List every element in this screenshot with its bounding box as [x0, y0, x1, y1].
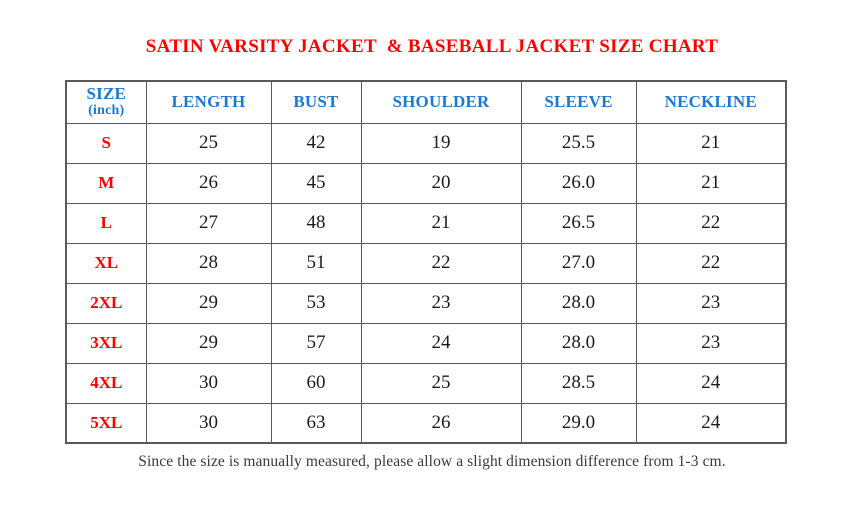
table-row: 5XL 30 63 26 29.0 24 [65, 402, 787, 444]
table-row: M 26 45 20 26.0 21 [65, 162, 787, 204]
measurement-cell: 23 [635, 282, 787, 324]
measurement-cell: 30 [145, 402, 272, 444]
measurement-cell: 63 [270, 402, 362, 444]
measurement-cell: 28.0 [520, 282, 637, 324]
col-header-size: SIZE (inch) [65, 80, 147, 124]
size-label: M [65, 162, 147, 204]
measurement-cell: 53 [270, 282, 362, 324]
size-label: 4XL [65, 362, 147, 404]
measurement-cell: 26.0 [520, 162, 637, 204]
table-row: L 27 48 21 26.5 22 [65, 202, 787, 244]
col-header-neckline: NECKLINE [635, 80, 787, 124]
measurement-cell: 30 [145, 362, 272, 404]
measurement-cell: 48 [270, 202, 362, 244]
measurement-cell: 26 [145, 162, 272, 204]
measurement-cell: 29.0 [520, 402, 637, 444]
table-row: 2XL 29 53 23 28.0 23 [65, 282, 787, 324]
size-label: 3XL [65, 322, 147, 364]
table-row: S 25 42 19 25.5 21 [65, 122, 787, 164]
measurement-cell: 29 [145, 282, 272, 324]
measurement-cell: 27 [145, 202, 272, 244]
measurement-cell: 21 [635, 122, 787, 164]
col-header-sleeve: SLEEVE [520, 80, 637, 124]
measurement-cell: 25 [360, 362, 522, 404]
size-label: S [65, 122, 147, 164]
size-chart-table: SIZE (inch) LENGTH BUST SHOULDER SLEEVE … [65, 80, 787, 444]
measurement-cell: 24 [635, 402, 787, 444]
header-row: SIZE (inch) LENGTH BUST SHOULDER SLEEVE … [65, 80, 787, 124]
measurement-cell: 23 [360, 282, 522, 324]
measurement-cell: 24 [360, 322, 522, 364]
measurement-cell: 57 [270, 322, 362, 364]
col-header-length: LENGTH [145, 80, 272, 124]
measurement-cell: 45 [270, 162, 362, 204]
size-label: XL [65, 242, 147, 284]
measurement-cell: 25.5 [520, 122, 637, 164]
measurement-cell: 22 [360, 242, 522, 284]
measurement-cell: 26.5 [520, 202, 637, 244]
measurement-cell: 19 [360, 122, 522, 164]
measurement-cell: 20 [360, 162, 522, 204]
col-header-shoulder: SHOULDER [360, 80, 522, 124]
measurement-cell: 42 [270, 122, 362, 164]
measurement-cell: 28 [145, 242, 272, 284]
measurement-cell: 28.0 [520, 322, 637, 364]
col-header-bust: BUST [270, 80, 362, 124]
measurement-cell: 51 [270, 242, 362, 284]
measurement-cell: 21 [360, 202, 522, 244]
measurement-cell: 27.0 [520, 242, 637, 284]
footer-note: Since the size is manually measured, ple… [138, 453, 726, 470]
measurement-cell: 29 [145, 322, 272, 364]
measurement-cell: 25 [145, 122, 272, 164]
measurement-cell: 21 [635, 162, 787, 204]
measurement-cell: 28.5 [520, 362, 637, 404]
size-header-label: SIZE [86, 84, 127, 104]
measurement-cell: 22 [635, 202, 787, 244]
table-row: 3XL 29 57 24 28.0 23 [65, 322, 787, 364]
measurement-cell: 24 [635, 362, 787, 404]
measurement-cell: 23 [635, 322, 787, 364]
size-header-unit: (inch) [88, 103, 125, 119]
measurement-cell: 22 [635, 242, 787, 284]
size-label: 2XL [65, 282, 147, 324]
page-title: SATIN VARSITY JACKET & BASEBALL JACKET S… [145, 36, 719, 57]
measurement-cell: 60 [270, 362, 362, 404]
table-row: XL 28 51 22 27.0 22 [65, 242, 787, 284]
size-label: 5XL [65, 402, 147, 444]
measurement-cell: 26 [360, 402, 522, 444]
size-label: L [65, 202, 147, 244]
table-row: 4XL 30 60 25 28.5 24 [65, 362, 787, 404]
